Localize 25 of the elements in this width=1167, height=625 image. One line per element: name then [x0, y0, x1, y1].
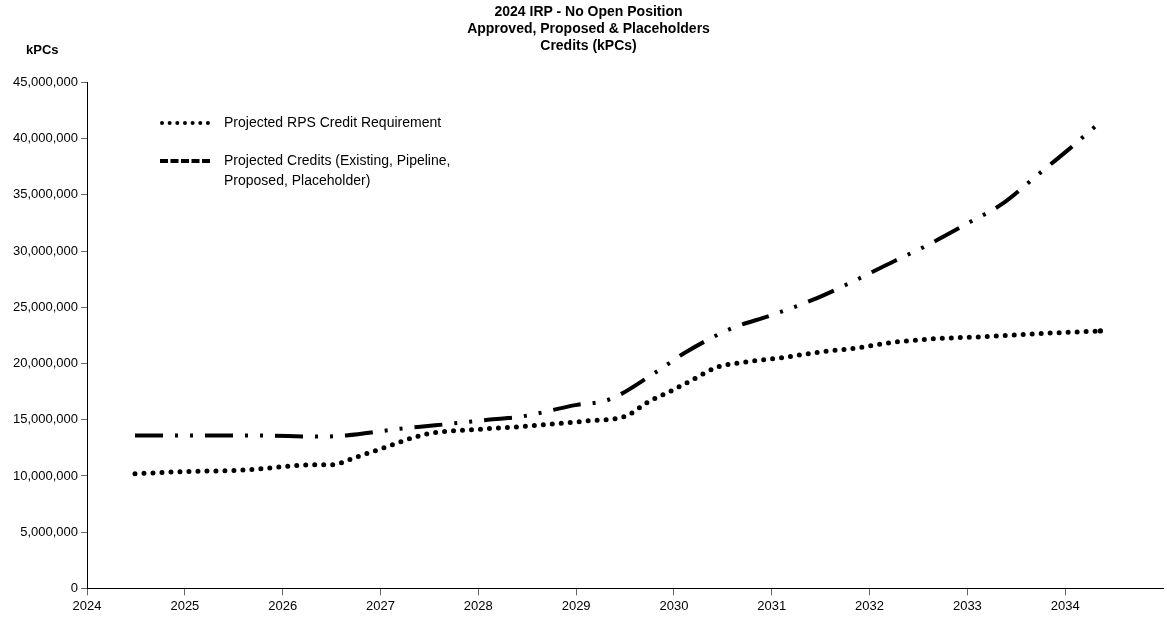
chart-title: 2024 IRP - No Open Position Approved, Proposed & Placeholders Credits (kPCs): [467, 3, 711, 53]
y-tick-label: 25,000,000: [12, 298, 79, 314]
y-tick-label: 0: [70, 579, 79, 595]
x-tick-label: 2028: [463, 597, 493, 613]
y-tick-label: 5,000,000: [20, 523, 79, 539]
x-tick-label: 2031: [757, 597, 787, 613]
x-tick-label: 2024: [72, 597, 102, 613]
y-tick-label: 35,000,000: [12, 186, 79, 202]
x-tick-label: 2026: [268, 597, 298, 613]
y-tick-label: 30,000,000: [12, 242, 79, 258]
y-tick-label: 20,000,000: [12, 355, 79, 371]
y-tick-label: 40,000,000: [12, 130, 79, 146]
x-tick-label: 2032: [855, 597, 885, 613]
x-tick-label: 2033: [952, 597, 982, 613]
x-tick-label: 2030: [659, 597, 689, 613]
y-tick-label: 45,000,000: [12, 73, 79, 89]
legend-label: Projected RPS Credit Requirement: [224, 113, 442, 132]
y-tick-label: 10,000,000: [12, 467, 79, 483]
y-axis-title: kPCs: [26, 42, 59, 57]
x-tick-label: 2034: [1050, 597, 1080, 613]
legend-label: Projected Credits (Existing, Pipeline, Proposed, Placeholder): [224, 151, 452, 190]
x-tick-label: 2029: [561, 597, 591, 613]
y-tick-label: 15,000,000: [12, 411, 79, 427]
x-tick-label: 2025: [170, 597, 200, 613]
x-tick-label: 2027: [366, 597, 395, 613]
